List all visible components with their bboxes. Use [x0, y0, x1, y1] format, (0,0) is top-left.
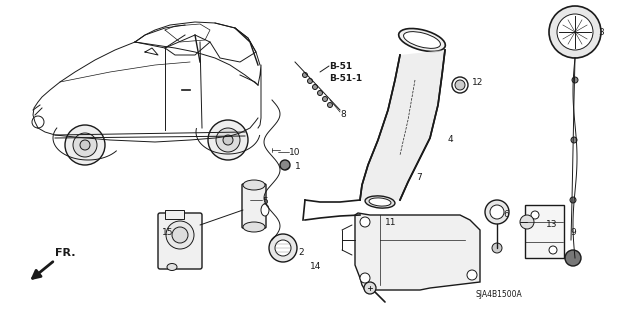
- Circle shape: [360, 217, 370, 227]
- FancyBboxPatch shape: [525, 204, 563, 257]
- Ellipse shape: [369, 198, 391, 206]
- Text: SJA4B1500A: SJA4B1500A: [476, 290, 523, 299]
- Ellipse shape: [404, 32, 440, 48]
- Text: 14: 14: [310, 262, 321, 271]
- Circle shape: [216, 128, 240, 152]
- Text: B-51: B-51: [329, 62, 352, 71]
- Circle shape: [549, 246, 557, 254]
- Text: 7: 7: [416, 173, 422, 182]
- Circle shape: [317, 91, 323, 95]
- Circle shape: [166, 221, 194, 249]
- Circle shape: [570, 197, 576, 203]
- Circle shape: [32, 116, 44, 128]
- Text: 8: 8: [340, 110, 346, 119]
- Ellipse shape: [261, 204, 269, 216]
- Text: 13: 13: [546, 220, 557, 229]
- Circle shape: [328, 102, 333, 108]
- Text: 3: 3: [598, 28, 604, 37]
- Text: 10: 10: [289, 148, 301, 157]
- Circle shape: [490, 205, 504, 219]
- Polygon shape: [360, 50, 445, 200]
- Circle shape: [280, 160, 290, 170]
- Circle shape: [485, 200, 509, 224]
- Ellipse shape: [167, 263, 177, 271]
- Ellipse shape: [399, 28, 445, 51]
- Ellipse shape: [243, 180, 265, 190]
- Text: 4: 4: [448, 135, 454, 144]
- Circle shape: [223, 135, 233, 145]
- Circle shape: [572, 77, 578, 83]
- Text: 11: 11: [385, 218, 397, 227]
- Circle shape: [303, 72, 307, 78]
- Circle shape: [455, 80, 465, 90]
- Text: 2: 2: [298, 248, 303, 257]
- Text: 9: 9: [570, 228, 576, 237]
- Circle shape: [467, 270, 477, 280]
- Circle shape: [307, 78, 312, 84]
- Circle shape: [565, 250, 581, 266]
- Text: 5: 5: [262, 197, 268, 206]
- Polygon shape: [355, 213, 480, 290]
- Circle shape: [312, 85, 317, 90]
- Circle shape: [549, 6, 601, 58]
- Text: 6: 6: [503, 210, 509, 219]
- Text: 12: 12: [472, 78, 483, 87]
- Circle shape: [520, 215, 534, 229]
- Circle shape: [80, 140, 90, 150]
- Circle shape: [531, 211, 539, 219]
- FancyBboxPatch shape: [164, 210, 184, 219]
- Text: B-51-1: B-51-1: [329, 74, 362, 83]
- Circle shape: [208, 120, 248, 160]
- Circle shape: [557, 14, 593, 50]
- Circle shape: [323, 97, 328, 101]
- Ellipse shape: [365, 196, 395, 208]
- Text: 15: 15: [162, 228, 173, 237]
- FancyBboxPatch shape: [242, 184, 266, 228]
- Circle shape: [360, 273, 370, 283]
- FancyBboxPatch shape: [158, 213, 202, 269]
- Circle shape: [275, 240, 291, 256]
- Circle shape: [364, 282, 376, 294]
- Text: FR.: FR.: [55, 248, 76, 258]
- Circle shape: [269, 234, 297, 262]
- Circle shape: [65, 125, 105, 165]
- Ellipse shape: [243, 222, 265, 232]
- Text: 1: 1: [295, 162, 301, 171]
- Circle shape: [571, 137, 577, 143]
- Circle shape: [172, 227, 188, 243]
- Circle shape: [492, 243, 502, 253]
- Circle shape: [452, 77, 468, 93]
- Circle shape: [73, 133, 97, 157]
